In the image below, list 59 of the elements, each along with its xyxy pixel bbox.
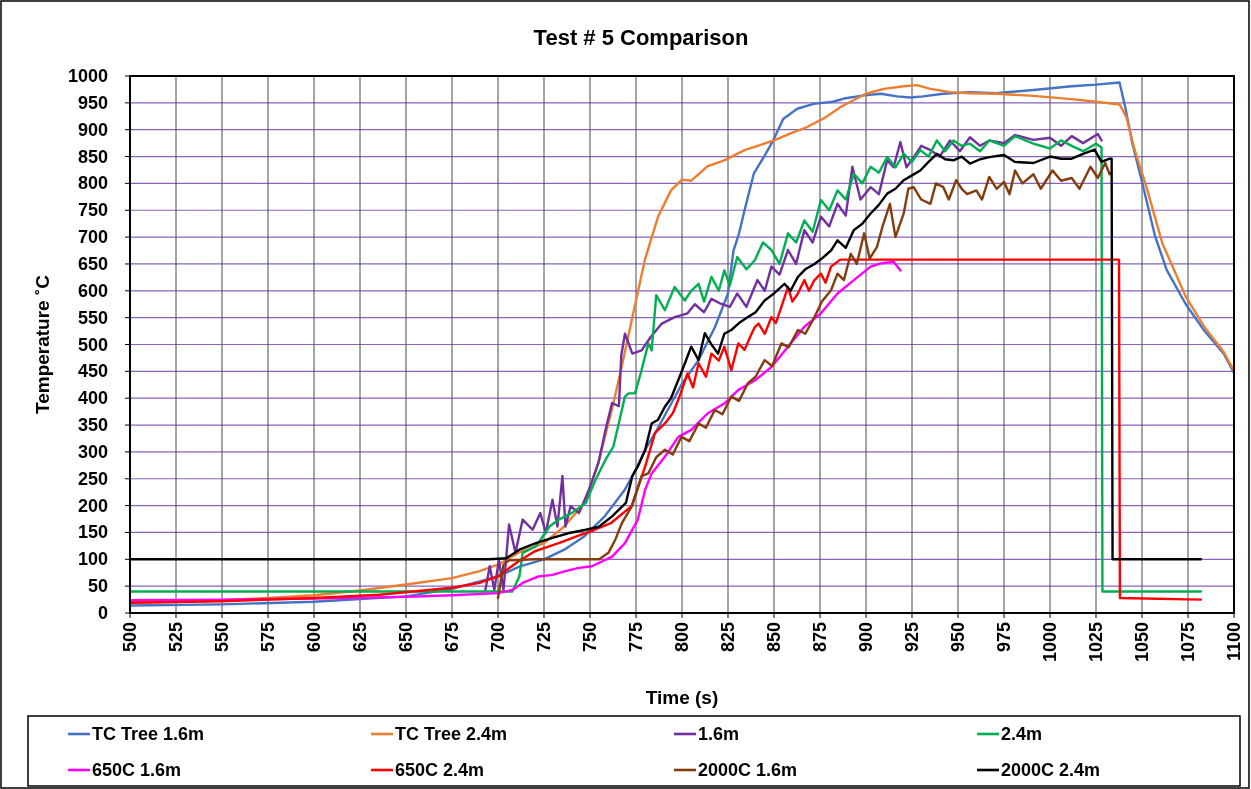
x-tick-label: 975: [994, 622, 1014, 653]
x-tick-label: 800: [672, 622, 692, 653]
y-tick-label: 300: [77, 441, 108, 462]
x-tick-label: 750: [580, 622, 600, 653]
y-tick-label: 600: [77, 280, 108, 301]
x-tick-label: 850: [764, 622, 784, 653]
chart-title: Test # 5 Comparison: [533, 24, 749, 50]
y-tick-label: 700: [77, 227, 108, 248]
y-tick-label: 1000: [67, 66, 108, 86]
y-tick-label: 950: [77, 92, 108, 113]
y-tick-label: 850: [77, 146, 108, 167]
y-tick-label: 800: [77, 173, 108, 194]
y-tick-label: 550: [77, 307, 108, 328]
y-axis-title: Temperature ˚C: [31, 274, 53, 415]
x-tick-label: 875: [810, 622, 830, 653]
legend-label: TC Tree 2.4m: [395, 724, 508, 744]
x-tick-label: 575: [258, 622, 278, 653]
y-tick-label: 900: [77, 119, 108, 140]
x-tick-label: 525: [166, 622, 186, 653]
x-tick-label: 775: [626, 622, 646, 653]
x-tick-label: 900: [856, 622, 876, 653]
x-tick-label: 1025: [1086, 622, 1106, 663]
y-tick-label: 50: [87, 576, 108, 597]
x-tick-label: 725: [534, 622, 554, 653]
y-tick-label: 500: [77, 334, 108, 355]
y-tick-label: 150: [77, 522, 108, 543]
x-tick-label: 650: [396, 622, 416, 653]
legend-label: 2.4m: [1001, 724, 1043, 744]
legend-label: 650C 1.6m: [92, 760, 182, 780]
x-tick-label: 1000: [1040, 622, 1060, 663]
y-tick-label: 650: [77, 253, 108, 274]
x-tick-label: 625: [350, 622, 370, 653]
x-tick-label: 550: [212, 622, 232, 653]
legend-label: 2000C 2.4m: [1001, 760, 1101, 780]
y-tick-label: 0: [97, 603, 108, 623]
y-tick-label: 400: [77, 388, 108, 409]
x-axis-title: Time (s): [645, 686, 719, 708]
x-tick-label: 675: [442, 622, 462, 653]
legend-label: 650C 2.4m: [395, 760, 485, 780]
x-tick-label: 600: [304, 622, 324, 653]
x-tick-label: 1100: [1224, 622, 1244, 662]
legend-label: 2000C 1.6m: [698, 760, 798, 780]
y-tick-label: 350: [77, 415, 108, 436]
y-tick-label: 250: [77, 468, 108, 489]
legend-label: TC Tree 1.6m: [92, 724, 205, 744]
x-tick-label: 1050: [1132, 622, 1152, 663]
y-tick-label: 100: [77, 549, 108, 570]
y-tick-label: 450: [77, 361, 108, 382]
x-tick-label: 700: [488, 622, 508, 653]
legend-label: 1.6m: [698, 724, 740, 744]
line-series: [128, 260, 902, 602]
line-series: [128, 258, 1203, 604]
x-tick-label: 500: [120, 622, 140, 653]
x-tick-label: 950: [948, 622, 968, 653]
x-tick-label: 825: [718, 622, 738, 653]
x-tick-label: 1075: [1178, 622, 1198, 663]
y-tick-label: 200: [77, 495, 108, 516]
x-tick-label: 925: [902, 622, 922, 653]
y-tick-label: 750: [77, 200, 108, 221]
